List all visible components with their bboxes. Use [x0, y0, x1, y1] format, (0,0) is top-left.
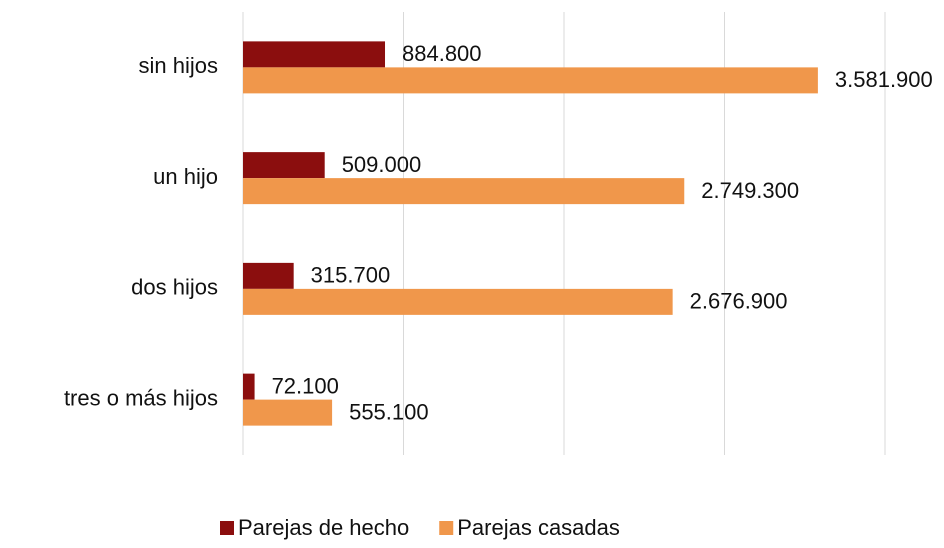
bar — [243, 288, 673, 315]
bar — [243, 373, 255, 400]
bar — [243, 67, 818, 94]
bar — [243, 152, 325, 179]
legend-label: Parejas casadas — [457, 515, 620, 540]
legend-swatch — [220, 521, 234, 535]
y-tick-label: dos hijos — [131, 275, 218, 300]
y-tick-label: sin hijos — [139, 53, 218, 78]
data-label: 72.100 — [272, 373, 339, 398]
data-label: 3.581.900 — [835, 67, 933, 92]
data-label: 2.676.900 — [690, 289, 788, 314]
y-tick-label: un hijo — [153, 164, 218, 189]
data-label: 509.000 — [342, 152, 422, 177]
bar — [243, 41, 386, 68]
bar — [243, 178, 685, 205]
legend-label: Parejas de hecho — [238, 515, 409, 540]
data-label: 315.700 — [311, 263, 391, 288]
data-label: 555.100 — [349, 399, 429, 424]
data-label: 884.800 — [402, 41, 482, 66]
data-label: 2.749.300 — [701, 178, 799, 203]
legend-swatch — [439, 521, 454, 535]
bar — [243, 399, 333, 426]
y-tick-label: tres o más hijos — [64, 385, 218, 410]
bar — [243, 262, 294, 289]
